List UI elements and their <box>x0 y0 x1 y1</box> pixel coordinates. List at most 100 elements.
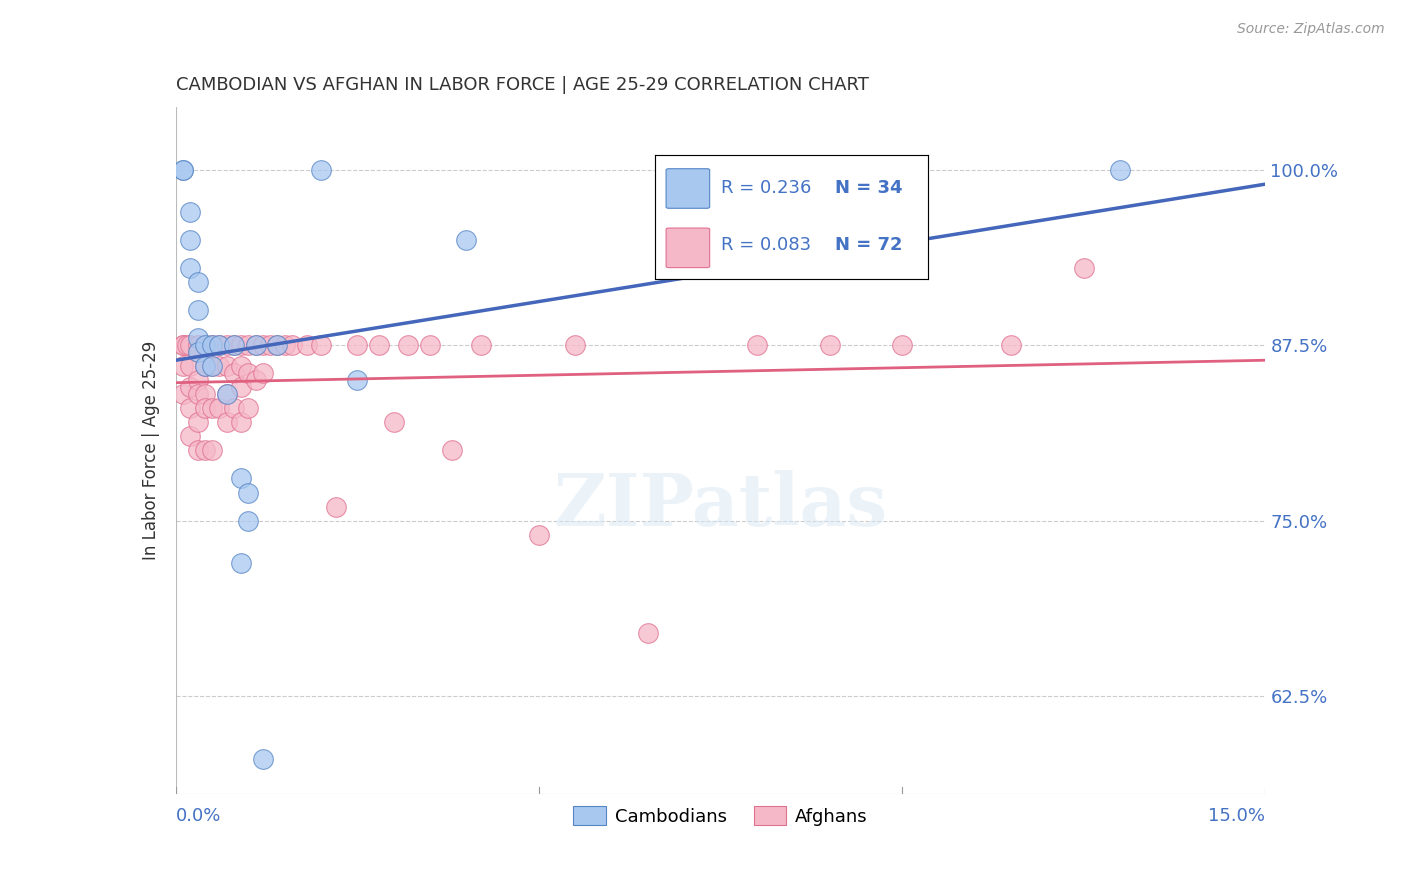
Point <box>231 380 253 394</box>
Point <box>245 338 267 352</box>
Point <box>215 338 238 352</box>
Point <box>201 443 224 458</box>
Point <box>346 373 368 387</box>
Point <box>201 359 224 374</box>
Point <box>231 556 253 570</box>
Point <box>245 373 267 387</box>
Text: 15.0%: 15.0% <box>1208 806 1265 824</box>
Point <box>274 338 297 352</box>
Point <box>309 338 332 352</box>
Point <box>215 359 238 374</box>
Point <box>201 401 224 416</box>
Point <box>440 443 463 458</box>
Point <box>176 338 198 352</box>
Point <box>186 443 209 458</box>
Text: ZIPatlas: ZIPatlas <box>554 470 887 541</box>
Text: Source: ZipAtlas.com: Source: ZipAtlas.com <box>1237 22 1385 37</box>
Point <box>396 338 419 352</box>
Point <box>208 359 231 374</box>
Point <box>252 367 274 381</box>
Point <box>266 338 288 352</box>
Point <box>891 338 914 352</box>
Point <box>527 527 550 541</box>
Point <box>1000 338 1022 352</box>
Point <box>222 367 245 381</box>
Text: R = 0.236: R = 0.236 <box>721 179 811 197</box>
Point <box>564 338 586 352</box>
Point <box>186 416 209 430</box>
Point <box>252 338 274 352</box>
Point <box>1073 261 1095 276</box>
Point <box>208 338 231 352</box>
Point <box>222 401 245 416</box>
Point <box>745 338 768 352</box>
Text: 0.0%: 0.0% <box>176 806 221 824</box>
Point <box>186 338 209 352</box>
Point <box>259 338 281 352</box>
Point <box>238 401 260 416</box>
Point <box>382 416 405 430</box>
FancyBboxPatch shape <box>666 169 710 208</box>
Point <box>208 401 231 416</box>
Point <box>186 373 209 387</box>
Point <box>470 338 492 352</box>
Text: N = 34: N = 34 <box>835 179 903 197</box>
Point <box>295 338 318 352</box>
Point <box>186 387 209 401</box>
Point <box>231 359 253 374</box>
Point <box>818 338 841 352</box>
Point <box>231 471 253 485</box>
Point <box>245 338 267 352</box>
Point <box>637 625 659 640</box>
Point <box>201 338 224 352</box>
Point <box>215 387 238 401</box>
Point <box>186 345 209 359</box>
Point <box>252 752 274 766</box>
Point <box>238 485 260 500</box>
Point <box>281 338 304 352</box>
Point <box>222 338 245 352</box>
Point <box>172 338 194 352</box>
Point <box>325 500 347 514</box>
Point <box>186 345 209 359</box>
Point <box>179 359 201 374</box>
Point <box>215 416 238 430</box>
Point <box>1109 163 1132 178</box>
Point <box>266 338 288 352</box>
Point <box>419 338 441 352</box>
Point <box>238 338 260 352</box>
Text: R = 0.083: R = 0.083 <box>721 236 811 254</box>
Point <box>179 380 201 394</box>
Point <box>194 359 217 374</box>
Point <box>222 338 245 352</box>
Point <box>309 163 332 178</box>
Point <box>172 387 194 401</box>
Legend: Cambodians, Afghans: Cambodians, Afghans <box>567 799 875 833</box>
Point <box>238 514 260 528</box>
Point <box>179 429 201 443</box>
Text: N = 72: N = 72 <box>835 236 903 254</box>
Point <box>194 338 217 352</box>
Point <box>179 338 201 352</box>
Point <box>194 387 217 401</box>
Point <box>179 261 201 276</box>
Point <box>201 338 224 352</box>
Point <box>172 163 194 178</box>
Point <box>172 163 194 178</box>
Point <box>238 367 260 381</box>
Point <box>194 401 217 416</box>
Point <box>215 387 238 401</box>
Point <box>368 338 391 352</box>
Point <box>194 359 217 374</box>
Point <box>179 205 201 219</box>
Point <box>346 338 368 352</box>
Point <box>186 303 209 318</box>
Point <box>172 359 194 374</box>
Point <box>456 233 478 247</box>
Text: CAMBODIAN VS AFGHAN IN LABOR FORCE | AGE 25-29 CORRELATION CHART: CAMBODIAN VS AFGHAN IN LABOR FORCE | AGE… <box>176 77 869 95</box>
Point <box>194 443 217 458</box>
Point <box>186 275 209 289</box>
Y-axis label: In Labor Force | Age 25-29: In Labor Force | Age 25-29 <box>142 341 160 560</box>
Point <box>186 331 209 345</box>
Point <box>231 338 253 352</box>
